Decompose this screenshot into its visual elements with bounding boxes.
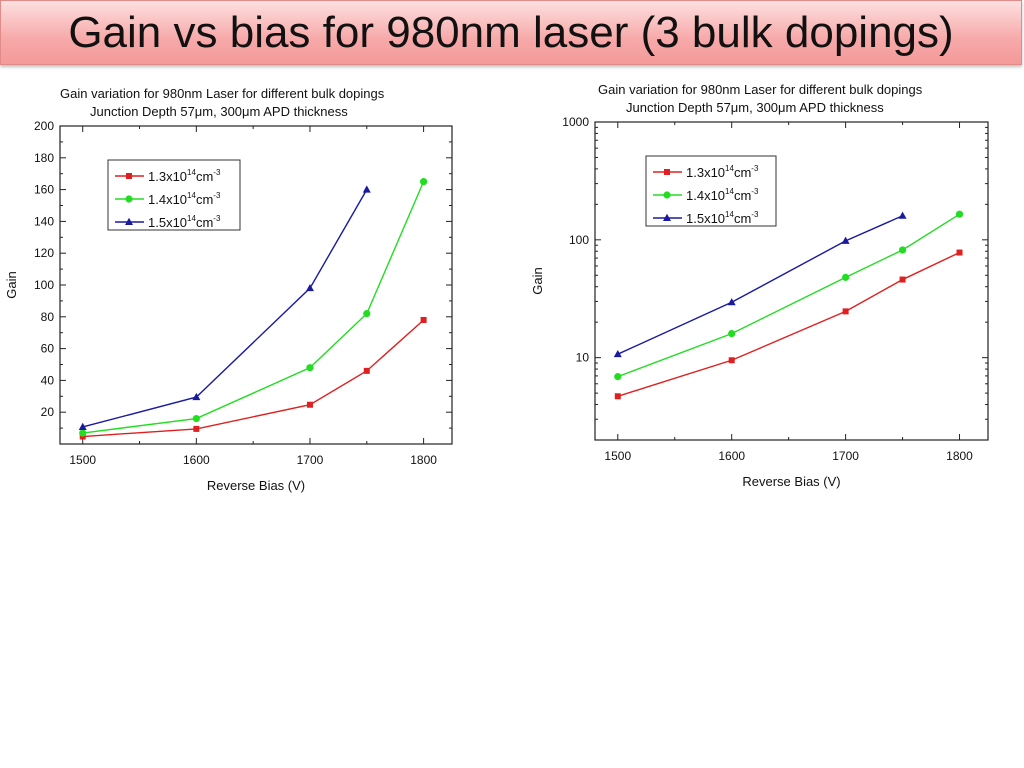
series-3-point <box>78 422 87 430</box>
y-tick-label: 200 <box>34 119 54 133</box>
series-1-point <box>363 367 370 374</box>
legend-swatch-marker <box>664 169 670 175</box>
y-tick-label: 140 <box>34 214 54 228</box>
y-tick-label: 100 <box>34 278 54 292</box>
gain-linear-chart: Gain variation for 980nm Laser for diffe… <box>0 78 470 508</box>
x-tick-label: 1800 <box>410 453 437 467</box>
series-3-point <box>613 349 622 358</box>
legend-entry: 1.5x1014cm-3 <box>686 210 759 226</box>
x-tick-label: 1700 <box>832 449 859 463</box>
series-2-point <box>192 414 200 423</box>
legend-entry: 1.4x1014cm-3 <box>148 191 221 207</box>
y-tick-label: 20 <box>41 405 55 419</box>
series-1-point <box>614 393 621 400</box>
series-3-point <box>898 211 907 219</box>
legend-entry: 1.4x1014cm-3 <box>686 187 759 203</box>
series-3-point <box>192 392 201 401</box>
series-3-line <box>82 189 368 428</box>
series-2-point <box>306 364 314 372</box>
series-1-point <box>420 316 427 323</box>
slide-title: Gain vs bias for 980nm laser (3 bulk dop… <box>68 8 954 57</box>
series-2-point <box>79 429 87 437</box>
series-3-line <box>617 215 903 355</box>
y-axis-label: Gain <box>530 267 545 294</box>
legend-box <box>645 155 777 227</box>
series-2-point <box>728 329 736 338</box>
slide-title-bar <box>0 0 1022 65</box>
y-tick-label: 100 <box>569 233 589 247</box>
legend: 1.3x1014cm-3 1.4x1014cm-3 1.5x1014cm-3 <box>107 159 241 231</box>
gain-log-chart-svg: Gain variation for 980nm Laser for diffe… <box>530 82 989 489</box>
y-tick-label: 80 <box>41 310 55 324</box>
chart-title-line1: Gain variation for 980nm Laser for diffe… <box>598 82 923 97</box>
legend-swatch-marker <box>126 173 132 179</box>
x-tick-label: 1600 <box>718 449 745 463</box>
series-3-point <box>362 185 371 193</box>
y-axis-label: Gain <box>4 271 19 298</box>
chart-title-line2: Junction Depth 57μm, 300μm APD thickness <box>90 104 348 119</box>
series-1-point <box>728 357 735 364</box>
gain-linear-chart-svg: Gain variation for 980nm Laser for diffe… <box>4 86 453 493</box>
series-2-point <box>614 373 622 381</box>
legend-swatch-marker <box>125 217 133 225</box>
legend-swatch-marker <box>663 191 671 199</box>
x-axis-label: Reverse Bias (V) <box>742 474 840 489</box>
legend-swatch-marker <box>125 195 133 203</box>
legend-entry: 1.5x1014cm-3 <box>148 214 221 230</box>
gain-log-chart: Gain variation for 980nm Laser for diffe… <box>520 74 1000 504</box>
series-1-point <box>899 276 906 283</box>
series-1-point <box>193 425 200 432</box>
x-tick-label: 1500 <box>604 449 631 463</box>
series-2-point <box>419 178 428 186</box>
legend: 1.3x1014cm-3 1.4x1014cm-3 1.5x1014cm-3 <box>645 155 777 227</box>
legend-entry: 1.3x1014cm-3 <box>686 164 759 180</box>
series-3-point <box>841 236 850 244</box>
y-tick-label: 60 <box>41 342 55 356</box>
series-3-point <box>305 283 314 292</box>
x-tick-label: 1500 <box>69 453 96 467</box>
series-3-point <box>727 298 736 306</box>
y-tick-label: 10 <box>576 351 590 365</box>
series-2-point <box>363 310 371 318</box>
legend-entry: 1.3x1014cm-3 <box>148 168 221 184</box>
series-1-point <box>842 308 849 315</box>
series-2-point <box>955 210 964 218</box>
series-1-point <box>306 401 313 408</box>
chart-title-line1: Gain variation for 980nm Laser for diffe… <box>60 86 385 101</box>
series-2-point <box>898 246 907 254</box>
series-1-point <box>956 249 963 256</box>
y-tick-label: 120 <box>34 246 54 260</box>
series-2-point <box>842 273 850 281</box>
x-tick-label: 1600 <box>183 453 210 467</box>
x-tick-label: 1700 <box>297 453 324 467</box>
x-axis-label: Reverse Bias (V) <box>207 478 305 493</box>
y-tick-label: 1000 <box>562 115 589 129</box>
x-tick-label: 1800 <box>946 449 973 463</box>
y-tick-label: 160 <box>34 183 54 197</box>
y-tick-label: 180 <box>34 151 54 165</box>
y-tick-label: 40 <box>41 373 55 387</box>
legend-swatch-marker <box>663 213 671 221</box>
chart-title-line2: Junction Depth 57μm, 300μm APD thickness <box>626 100 884 115</box>
legend-box <box>107 159 241 231</box>
